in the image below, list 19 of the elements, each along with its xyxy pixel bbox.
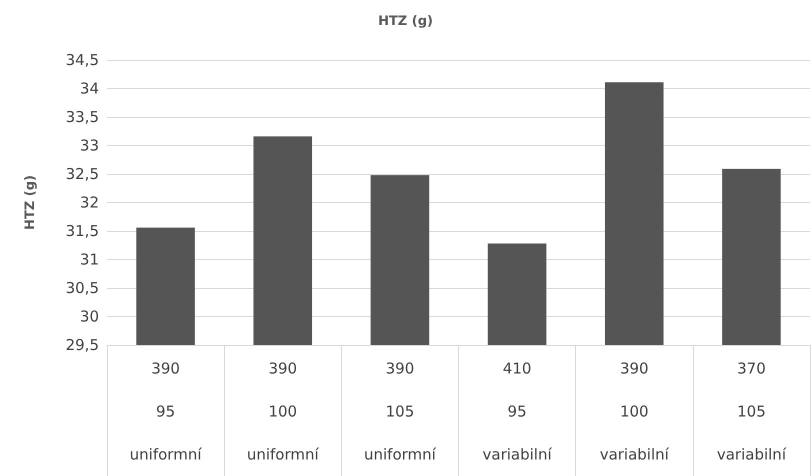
- y-tick-label: 34: [80, 80, 99, 98]
- category-label: 390 95 uniformní: [130, 360, 202, 464]
- chart-title: HTZ (g): [378, 14, 433, 29]
- y-tick-label: 30,5: [66, 279, 99, 297]
- y-tick-label: 33: [80, 136, 99, 154]
- y-tick-label: 33,5: [66, 108, 99, 126]
- y-tick-label: 32,5: [66, 165, 99, 183]
- y-axis-title: HTZ (g): [23, 175, 38, 230]
- category-label: 390 100 uniformní: [246, 360, 319, 464]
- category-label: 370 105 variabilní: [716, 360, 786, 464]
- y-tick-label: 34,5: [66, 51, 99, 69]
- category-label: 410 95 variabilní: [482, 360, 552, 464]
- y-tick-label: 30: [80, 308, 99, 326]
- y-tick-label: 32: [80, 194, 99, 212]
- y-tick-label: 31: [80, 250, 99, 268]
- category-label: 390 100 variabilní: [600, 360, 669, 464]
- y-tick-label: 29,5: [66, 336, 99, 354]
- y-tick-label: 31,5: [66, 222, 99, 240]
- category-label: 390 105 uniformní: [364, 360, 436, 464]
